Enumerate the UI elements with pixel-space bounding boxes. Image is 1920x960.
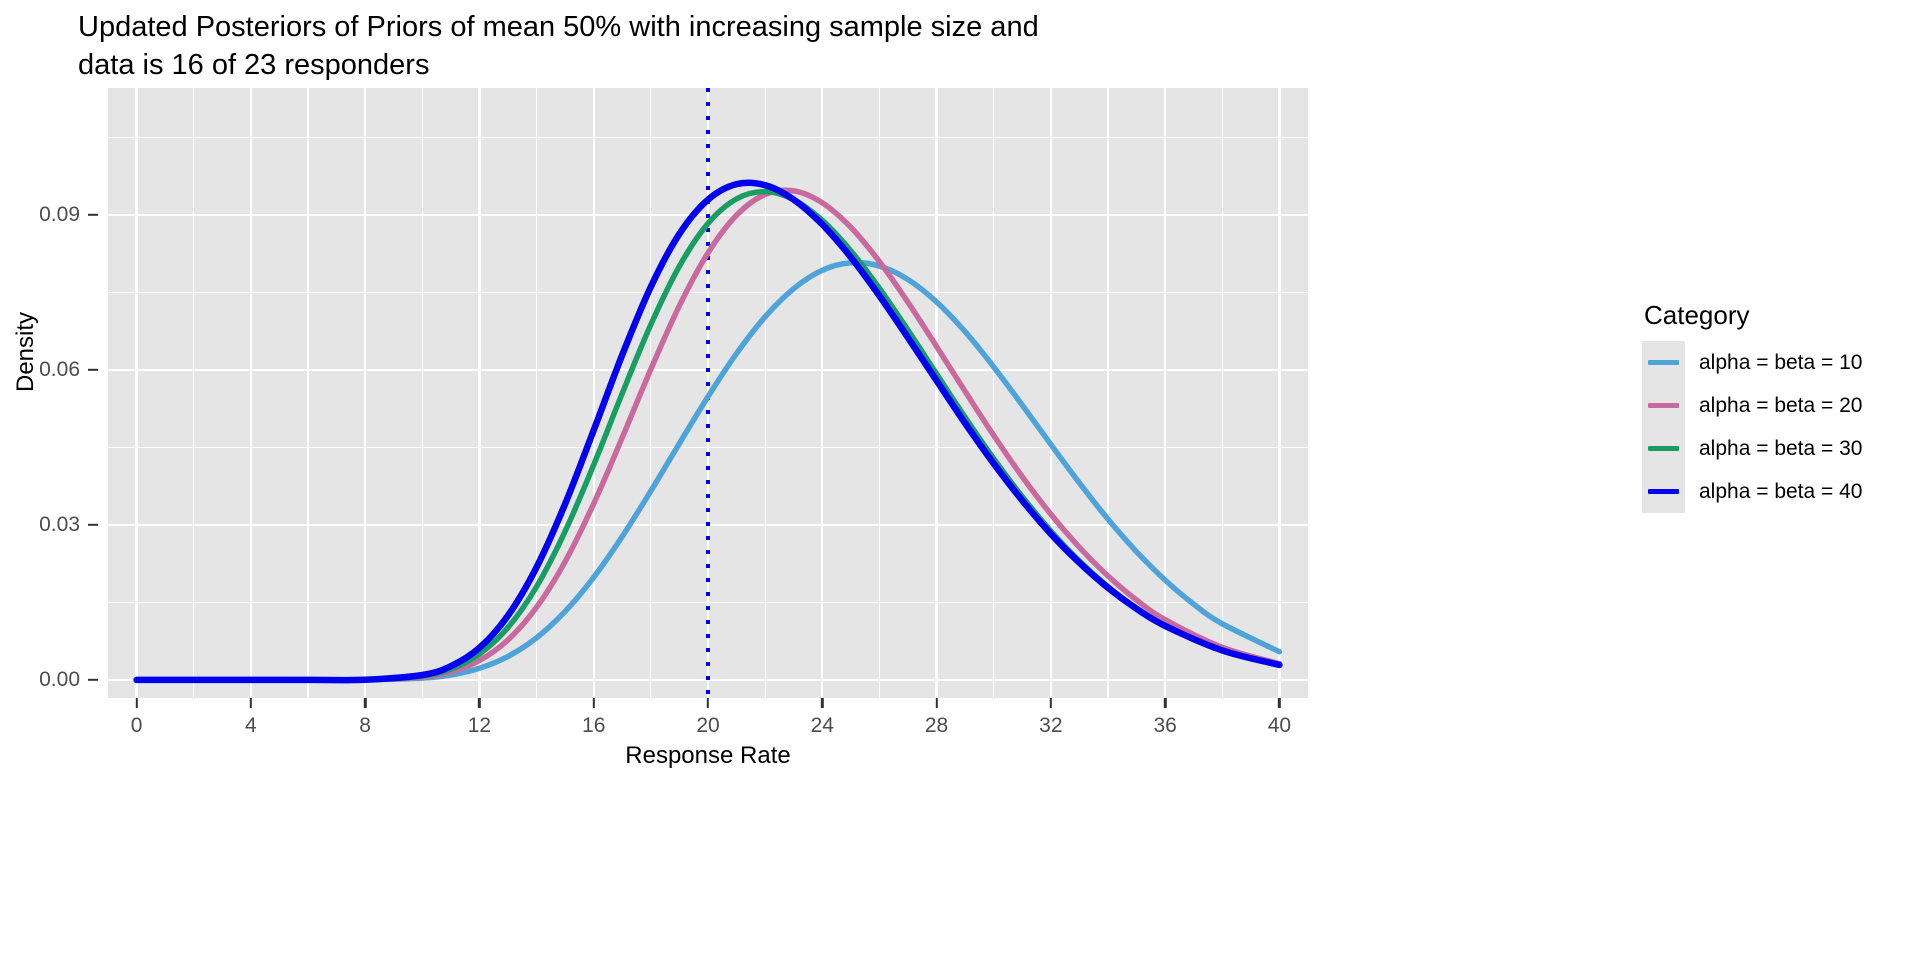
legend-item-label: alpha = beta = 20 bbox=[1699, 393, 1863, 417]
y-tick-label: 0.03 bbox=[39, 512, 80, 536]
legend-item-label: alpha = beta = 40 bbox=[1699, 479, 1863, 503]
gridline-major-vertical bbox=[1049, 88, 1052, 698]
gridline-major-vertical bbox=[1278, 88, 1281, 698]
y-axis: 0.00 0.03 0.06 0.09 bbox=[0, 88, 98, 698]
series-curves bbox=[133, 88, 1283, 698]
gridline-minor-vertical bbox=[193, 88, 195, 698]
legend-items: alpha = beta = 10 alpha = beta = 20 alpha … bbox=[1642, 341, 1912, 513]
y-tick-mark bbox=[88, 213, 98, 216]
legend-key-icon bbox=[1642, 427, 1685, 470]
x-tick-mark bbox=[478, 698, 481, 708]
gridline-major-vertical bbox=[478, 88, 481, 698]
x-tick-mark bbox=[363, 698, 367, 708]
x-tick-label: 0 bbox=[130, 714, 143, 737]
gridline-major-vertical bbox=[249, 88, 252, 698]
y-tick-label: 0.00 bbox=[39, 667, 80, 691]
legend-item[interactable]: alpha = beta = 30 bbox=[1642, 427, 1912, 470]
gridline-minor-vertical bbox=[421, 88, 423, 698]
legend-color-swatch bbox=[1648, 489, 1679, 494]
gridline-minor-vertical bbox=[764, 88, 766, 698]
gridline-minor-vertical bbox=[1221, 88, 1223, 698]
x-axis-title: Response Rate bbox=[625, 742, 791, 769]
gridline-major-vertical bbox=[821, 88, 824, 698]
y-tick-label: 0.09 bbox=[39, 202, 80, 226]
legend-item[interactable]: alpha = beta = 20 bbox=[1642, 384, 1912, 427]
x-tick-mark bbox=[1278, 698, 1281, 708]
x-tick-mark bbox=[1049, 698, 1053, 708]
legend-color-swatch bbox=[1648, 360, 1679, 365]
gridline-minor-vertical bbox=[1107, 88, 1109, 698]
x-tick-label: 28 bbox=[924, 714, 949, 737]
x-tick-mark bbox=[935, 698, 938, 708]
series-line bbox=[133, 179, 1283, 684]
gridline-minor-vertical bbox=[307, 88, 309, 698]
y-tick-mark bbox=[88, 678, 98, 682]
gridline-minor-vertical bbox=[650, 88, 652, 698]
legend-key-icon bbox=[1642, 341, 1685, 384]
gridline-major-vertical bbox=[592, 88, 595, 698]
x-tick-mark bbox=[1163, 698, 1167, 708]
x-tick-mark bbox=[135, 698, 138, 708]
x-tick-mark bbox=[821, 698, 824, 708]
x-tick-label: 24 bbox=[810, 714, 834, 737]
y-tick-mark bbox=[88, 368, 98, 371]
x-tick-label: 20 bbox=[696, 714, 720, 737]
gridline-major-vertical bbox=[935, 88, 938, 698]
plot-panel-wrapper bbox=[108, 88, 1308, 698]
legend: Category alpha = beta = 10 alpha = beta =… bbox=[1642, 300, 1912, 513]
gridline-minor-vertical bbox=[878, 88, 881, 698]
legend-color-swatch bbox=[1648, 446, 1679, 451]
gridline-major-vertical bbox=[135, 88, 138, 698]
y-tick-label: 0.06 bbox=[39, 357, 80, 381]
legend-color-swatch bbox=[1648, 403, 1679, 408]
x-tick-label: 36 bbox=[1153, 714, 1177, 737]
plot-panel bbox=[108, 88, 1308, 698]
x-tick-mark bbox=[249, 698, 253, 708]
x-tick-label: 12 bbox=[467, 714, 492, 737]
legend-item-label: alpha = beta = 30 bbox=[1699, 436, 1863, 460]
x-tick-mark bbox=[592, 698, 595, 708]
page-title: Updated Posteriors of Priors of mean 50%… bbox=[78, 11, 1039, 81]
gridline-major-vertical bbox=[364, 88, 367, 698]
gridline-major-vertical bbox=[1164, 88, 1167, 698]
x-tick-label: 16 bbox=[582, 714, 606, 737]
x-tick-label: 32 bbox=[1039, 714, 1063, 737]
legend-key-icon bbox=[1642, 470, 1685, 513]
y-axis-title: Density bbox=[12, 311, 39, 393]
gridline-minor-vertical bbox=[993, 88, 995, 698]
x-axis: 0 4 8 12 16 20 24 28 32 36 40 bbox=[108, 698, 1308, 748]
legend-item[interactable]: alpha = beta = 10 bbox=[1642, 341, 1912, 384]
x-tick-label: 8 bbox=[359, 714, 371, 737]
legend-title: Category bbox=[1644, 300, 1750, 330]
x-tick-mark bbox=[706, 698, 710, 708]
x-tick-label: 40 bbox=[1267, 714, 1292, 737]
legend-key-icon bbox=[1642, 384, 1685, 427]
gridline-minor-vertical bbox=[535, 88, 538, 698]
series-line bbox=[133, 259, 1283, 683]
legend-item[interactable]: alpha = beta = 40 bbox=[1642, 470, 1912, 513]
y-tick-mark bbox=[88, 523, 98, 527]
x-tick-label: 4 bbox=[245, 714, 257, 737]
legend-item-label: alpha = beta = 10 bbox=[1699, 350, 1863, 374]
